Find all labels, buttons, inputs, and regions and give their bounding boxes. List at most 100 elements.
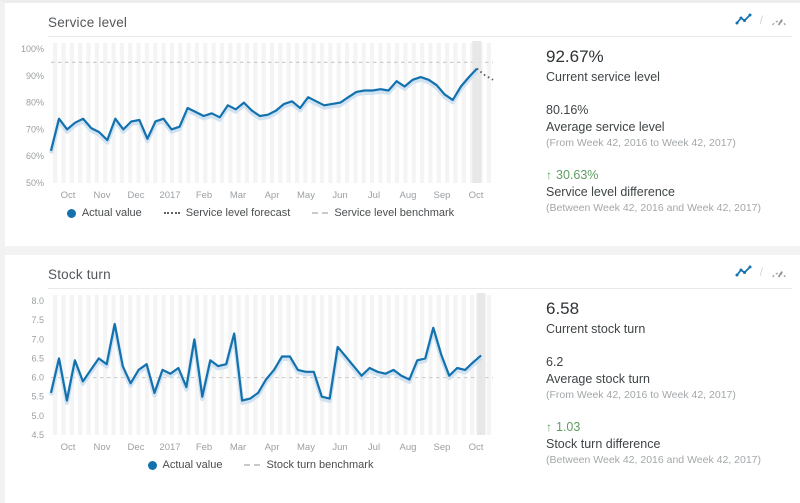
svg-text:4.5: 4.5 [31, 430, 44, 440]
stat-stock-turn-difference: ↑ 1.03 Stock turn difference (Between Wee… [546, 420, 790, 466]
svg-text:5.0: 5.0 [31, 411, 44, 421]
svg-text:Oct: Oct [61, 190, 76, 201]
stat-label: Stock turn difference [546, 437, 661, 451]
stat-note: (Between Week 42, 2016 and Week 42, 2017… [546, 202, 762, 214]
legend-label: Actual value [81, 207, 142, 219]
line-chart-icon[interactable] [735, 265, 753, 279]
svg-text:Jun: Jun [332, 442, 347, 453]
svg-text:Aug: Aug [400, 190, 417, 201]
svg-text:6.5: 6.5 [31, 353, 44, 363]
panel-service-level: Service level / [5, 3, 800, 246]
stat-note: (From Week 42, 2016 to Week 42, 2017) [546, 137, 736, 149]
svg-text:Mar: Mar [230, 442, 246, 453]
svg-text:90%: 90% [26, 71, 44, 81]
gauge-icon[interactable] [770, 266, 788, 279]
kpi-stats: 6.58 Current stock turn 6.2 Average stoc… [510, 289, 800, 485]
dot-marker-icon [66, 208, 76, 218]
stat-average-service-level: 80.16% Average service level (From Week … [546, 103, 790, 149]
up-arrow-icon: ↑ [546, 168, 552, 182]
header-divider [48, 36, 792, 37]
svg-text:Dec: Dec [128, 190, 145, 201]
stat-current-service-level: 92.67% Current service level [546, 47, 790, 84]
legend-item-actual[interactable]: Actual value [147, 459, 223, 471]
svg-text:60%: 60% [26, 151, 44, 161]
legend-item-benchmark[interactable]: Service level benchmark [312, 207, 454, 219]
page-title: Stock turn [48, 267, 111, 282]
svg-text:8.0: 8.0 [31, 296, 44, 306]
stat-label: Current service level [546, 70, 660, 84]
svg-text:Jul: Jul [368, 442, 380, 453]
chart-legend: Actual value Service level forecast Serv… [11, 207, 510, 219]
svg-text:May: May [297, 442, 315, 453]
dotted-line-marker-icon [163, 212, 180, 214]
panel-body: 100% 90% 80% 70% 60% 50% Oct Nov Dec 2017 Feb Mar Ap… [5, 37, 800, 233]
stat-value: 6.58 [546, 299, 580, 318]
svg-text:Nov: Nov [94, 442, 111, 453]
stat-note: (From Week 42, 2016 to Week 42, 2017) [546, 389, 736, 401]
kpi-stats: 92.67% Current service level 80.16% Aver… [510, 37, 800, 233]
svg-text:Feb: Feb [196, 442, 212, 453]
legend-label: Actual value [162, 459, 223, 471]
panel-header: Stock turn / [5, 255, 800, 288]
gauge-icon[interactable] [770, 14, 788, 27]
svg-text:2017: 2017 [159, 190, 180, 201]
stat-value: 80.16% [546, 103, 589, 117]
stat-label: Average service level [546, 120, 665, 134]
svg-text:2017: 2017 [159, 442, 180, 453]
svg-text:Feb: Feb [196, 190, 212, 201]
stat-value: 92.67% [546, 47, 604, 66]
svg-text:Dec: Dec [128, 442, 145, 453]
svg-text:Sep: Sep [434, 190, 451, 201]
stat-value: ↑ 30.63% [546, 168, 599, 182]
legend-item-benchmark[interactable]: Stock turn benchmark [244, 459, 373, 471]
stat-current-stock-turn: 6.58 Current stock turn [546, 299, 790, 336]
panel-header: Service level / [5, 3, 800, 36]
stat-label: Service level difference [546, 185, 676, 199]
svg-text:7.0: 7.0 [31, 334, 44, 344]
svg-text:50%: 50% [26, 178, 44, 188]
chart-toolbar: / [735, 13, 788, 27]
legend-label: Service level benchmark [334, 207, 455, 219]
stock-turn-chart[interactable]: 8.0 7.5 7.0 6.5 6.0 5.5 5.0 4.5 Oct Nov Dec 2017 Feb… [11, 289, 503, 457]
svg-text:Sep: Sep [434, 442, 451, 453]
stat-value: ↑ 1.03 [546, 420, 581, 434]
svg-text:Nov: Nov [94, 190, 111, 201]
legend-item-actual[interactable]: Actual value [66, 207, 142, 219]
svg-text:70%: 70% [26, 124, 44, 134]
service-level-chart[interactable]: 100% 90% 80% 70% 60% 50% Oct Nov Dec 2017 Feb Mar Ap… [11, 37, 503, 205]
svg-text:80%: 80% [26, 98, 44, 108]
svg-text:100%: 100% [21, 44, 44, 54]
page-title: Service level [48, 15, 128, 30]
up-arrow-icon: ↑ [546, 420, 552, 434]
line-chart-icon[interactable] [735, 13, 753, 27]
chart-legend: Actual value Stock turn benchmark [11, 459, 510, 471]
svg-text:6.0: 6.0 [31, 373, 44, 383]
toolbar-separator: / [759, 265, 763, 279]
stat-label: Current stock turn [546, 322, 646, 336]
dashed-line-marker-icon [312, 212, 329, 214]
stat-value: 6.2 [546, 355, 564, 369]
panel-stock-turn: Stock turn / [5, 255, 800, 503]
stat-average-stock-turn: 6.2 Average stock turn (From Week 42, 20… [546, 355, 790, 401]
svg-text:Oct: Oct [61, 442, 76, 453]
stat-service-level-difference: ↑ 30.63% Service level difference (Betwee… [546, 168, 790, 214]
svg-text:5.5: 5.5 [31, 392, 44, 402]
svg-text:Jul: Jul [368, 190, 380, 201]
svg-text:Apr: Apr [265, 442, 280, 453]
header-divider [48, 288, 792, 289]
dot-marker-icon [147, 460, 157, 470]
stat-note: (Between Week 42, 2016 and Week 42, 2017… [546, 454, 762, 466]
legend-label: Service level forecast [185, 207, 291, 219]
svg-text:May: May [297, 190, 315, 201]
svg-text:Aug: Aug [400, 442, 417, 453]
legend-item-forecast[interactable]: Service level forecast [163, 207, 291, 219]
stat-label: Average stock turn [546, 372, 650, 386]
toolbar-separator: / [759, 13, 763, 27]
panel-separator [5, 246, 800, 255]
svg-text:Oct: Oct [469, 190, 484, 201]
svg-text:Oct: Oct [469, 442, 484, 453]
legend-label: Stock turn benchmark [266, 459, 374, 471]
dashed-line-marker-icon [244, 464, 261, 466]
svg-text:Mar: Mar [230, 190, 246, 201]
